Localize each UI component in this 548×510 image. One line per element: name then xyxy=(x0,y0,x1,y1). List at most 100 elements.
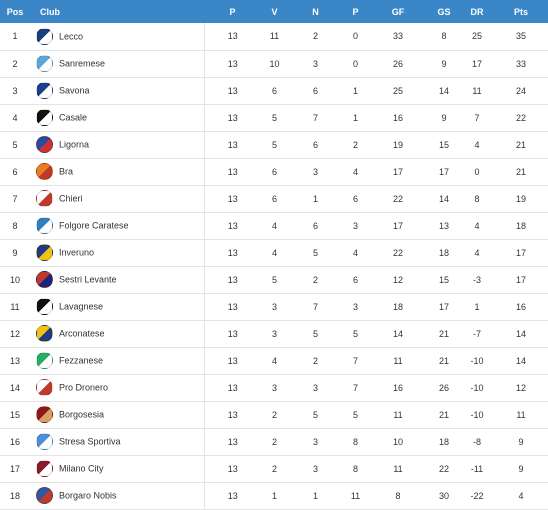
lost-cell: 5 xyxy=(352,409,358,420)
table-row[interactable]: 12 Arconatese 13 3 5 5 14 21 -7 14 xyxy=(0,320,548,347)
table-row[interactable]: 2 Sanremese 13 10 3 0 26 9 17 33 xyxy=(0,50,548,77)
points-cell: 9 xyxy=(518,463,524,474)
table-row[interactable]: 17 Milano City 13 2 3 8 11 22 -11 9 xyxy=(0,455,548,482)
lost-cell: 2 xyxy=(352,139,358,150)
lost-cell: 3 xyxy=(352,301,358,312)
goal-difference-cell: 8 xyxy=(474,193,480,204)
club-cell[interactable]: Stresa Sportiva xyxy=(30,428,204,455)
goals-for-cell: 22 xyxy=(392,247,403,258)
ligorna-crest-icon xyxy=(36,136,53,153)
table-row[interactable]: 11 Lavagnese 13 3 7 3 18 17 1 16 xyxy=(0,293,548,320)
position-cell: 10 xyxy=(9,274,20,285)
table-row[interactable]: 3 Savona 13 6 6 1 25 14 11 24 xyxy=(0,77,548,104)
club-name: Casale xyxy=(59,112,88,123)
table-row[interactable]: 15 Borgosesia 13 2 5 5 11 21 -10 11 xyxy=(0,401,548,428)
header-goals-against: GS xyxy=(437,6,451,17)
goals-against-cell: 14 xyxy=(438,85,449,96)
goals-against-cell: 22 xyxy=(438,463,449,474)
club-cell[interactable]: Sestri Levante xyxy=(30,266,204,293)
sestri-levante-crest-icon xyxy=(36,271,53,288)
table-row[interactable]: 9 Inveruno 13 4 5 4 22 18 4 17 xyxy=(0,239,548,266)
position-cell: 7 xyxy=(12,193,18,204)
drawn-cell: 2 xyxy=(312,355,318,366)
position-cell: 4 xyxy=(12,112,18,123)
played-cell: 13 xyxy=(203,347,261,374)
played-cell: 13 xyxy=(203,239,261,266)
position-cell: 5 xyxy=(12,139,18,150)
position-cell: 14 xyxy=(9,382,20,393)
club-cell[interactable]: Lecco xyxy=(30,23,204,50)
goal-difference-cell: 1 xyxy=(474,301,480,312)
table-row[interactable]: 14 Pro Dronero 13 3 3 7 16 26 -10 12 xyxy=(0,374,548,401)
played-cell: 13 xyxy=(203,50,261,77)
played-cell: 13 xyxy=(203,158,261,185)
club-cell[interactable]: Pro Dronero xyxy=(30,374,204,401)
goals-for-cell: 33 xyxy=(392,31,403,42)
club-cell[interactable]: Borgaro Nobis xyxy=(30,482,204,509)
drawn-cell: 3 xyxy=(312,166,318,177)
table-row[interactable]: 4 Casale 13 5 7 1 16 9 7 22 xyxy=(0,104,548,131)
table-row[interactable]: 16 Stresa Sportiva 13 2 3 8 10 18 -8 9 xyxy=(0,428,548,455)
lost-cell: 6 xyxy=(352,274,358,285)
table-row[interactable]: 6 Bra 13 6 3 4 17 17 0 21 xyxy=(0,158,548,185)
club-cell[interactable]: Fezzanese xyxy=(30,347,204,374)
won-cell: 2 xyxy=(271,436,277,447)
won-cell: 2 xyxy=(271,463,277,474)
goals-for-cell: 25 xyxy=(392,85,403,96)
goals-for-cell: 8 xyxy=(395,490,401,501)
club-cell[interactable]: Ligorna xyxy=(30,131,204,158)
table-row[interactable]: 13 Fezzanese 13 4 2 7 11 21 -10 14 xyxy=(0,347,548,374)
club-name: Borgosesia xyxy=(59,409,105,420)
goals-against-cell: 21 xyxy=(438,409,449,420)
goals-for-cell: 17 xyxy=(392,220,403,231)
club-cell[interactable]: Sanremese xyxy=(30,50,204,77)
club-cell[interactable]: Arconatese xyxy=(30,320,204,347)
played-cell: 13 xyxy=(203,131,261,158)
stresa-sportiva-crest-icon xyxy=(36,433,53,450)
header-won: V xyxy=(271,6,278,17)
position-cell: 1 xyxy=(12,31,18,42)
won-cell: 5 xyxy=(271,139,277,150)
points-cell: 22 xyxy=(515,112,526,123)
table-row[interactable]: 8 Folgore Caratese 13 4 6 3 17 13 4 18 xyxy=(0,212,548,239)
club-name: Bra xyxy=(59,166,74,177)
header-row: Pos Club P V N P GF GS DR Pts xyxy=(0,0,548,23)
header-club: Club xyxy=(40,6,60,17)
goals-against-cell: 15 xyxy=(438,139,449,150)
drawn-cell: 5 xyxy=(312,247,318,258)
table-row[interactable]: 7 Chieri 13 6 1 6 22 14 8 19 xyxy=(0,185,548,212)
won-cell: 5 xyxy=(271,112,277,123)
points-cell: 11 xyxy=(516,409,526,420)
lost-cell: 7 xyxy=(352,355,358,366)
club-name: Lecco xyxy=(59,31,84,42)
club-cell[interactable]: Casale xyxy=(30,104,204,131)
sanremese-crest-icon xyxy=(36,55,53,72)
goals-for-cell: 16 xyxy=(392,112,403,123)
drawn-cell: 5 xyxy=(312,409,318,420)
club-cell[interactable]: Milano City xyxy=(30,455,204,482)
club-cell[interactable]: Lavagnese xyxy=(30,293,204,320)
club-name: Arconatese xyxy=(59,328,105,339)
drawn-cell: 6 xyxy=(312,220,318,231)
header-goals-for: GF xyxy=(391,6,405,17)
club-name: Sestri Levante xyxy=(59,274,117,285)
table-row[interactable]: 18 Borgaro Nobis 13 1 1 11 8 30 -22 4 xyxy=(0,482,548,509)
club-cell[interactable]: Folgore Caratese xyxy=(30,212,204,239)
club-cell[interactable]: Bra xyxy=(30,158,204,185)
won-cell: 11 xyxy=(269,31,280,42)
drawn-cell: 7 xyxy=(312,301,318,312)
goals-for-cell: 16 xyxy=(392,382,403,393)
club-cell[interactable]: Chieri xyxy=(30,185,204,212)
played-cell: 13 xyxy=(203,185,261,212)
table-row[interactable]: 5 Ligorna 13 5 6 2 19 15 4 21 xyxy=(0,131,548,158)
goal-difference-cell: -3 xyxy=(472,274,481,285)
club-cell[interactable]: Savona xyxy=(30,77,204,104)
club-cell[interactable]: Borgosesia xyxy=(30,401,204,428)
table-row[interactable]: 1 Lecco 13 11 2 0 33 8 25 35 xyxy=(0,23,548,50)
goals-for-cell: 12 xyxy=(392,274,403,285)
club-cell[interactable]: Inveruno xyxy=(30,239,204,266)
table-row[interactable]: 10 Sestri Levante 13 5 2 6 12 15 -3 17 xyxy=(0,266,548,293)
goals-against-cell: 21 xyxy=(438,355,449,366)
played-cell: 13 xyxy=(203,104,261,131)
played-cell: 13 xyxy=(203,23,261,50)
